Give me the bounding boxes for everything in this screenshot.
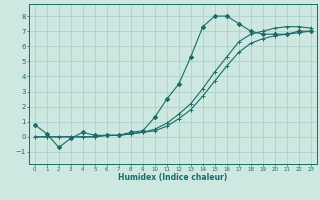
- X-axis label: Humidex (Indice chaleur): Humidex (Indice chaleur): [118, 173, 228, 182]
